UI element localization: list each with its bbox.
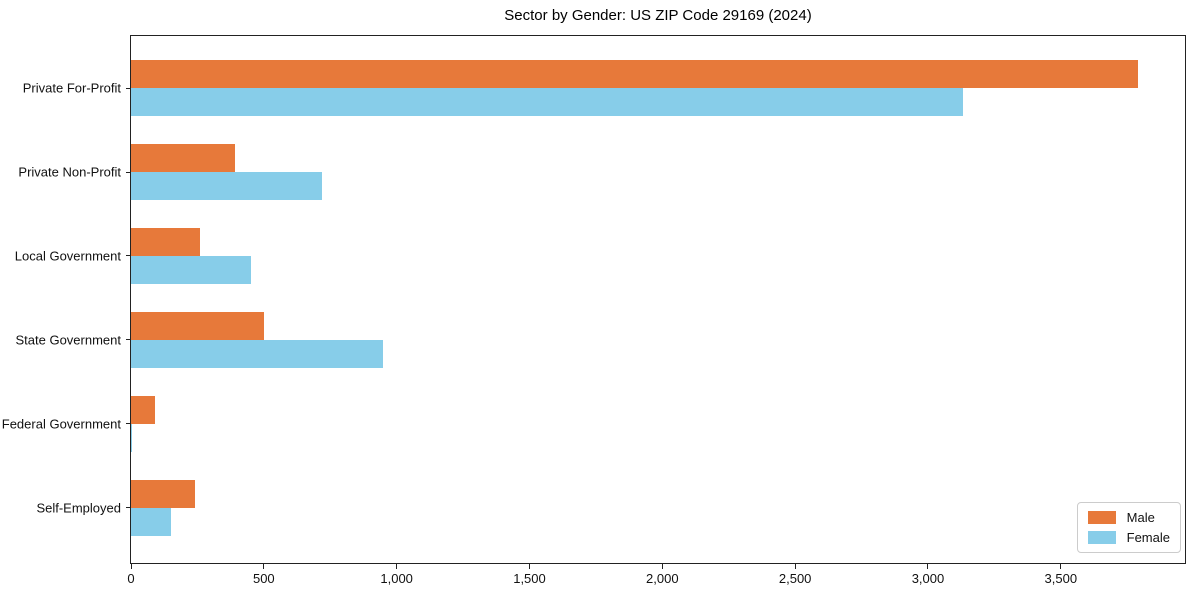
x-axis-tick-1500 — [528, 564, 530, 569]
bar-male-local-government — [131, 227, 201, 256]
y-axis-tick-state-government — [126, 339, 131, 341]
chart-title: Sector by Gender: US ZIP Code 29169 (202… — [504, 7, 812, 24]
bar-female-state-government — [131, 339, 384, 368]
legend-label-male: Male — [1126, 510, 1155, 525]
x-axis-tick-label-3500: 3,500 — [1044, 571, 1078, 586]
x-axis-tick-500 — [263, 564, 265, 569]
bar-male-private-non-profit — [131, 144, 235, 173]
x-axis-tick-1000 — [396, 564, 398, 569]
bar-male-federal-government — [131, 395, 155, 424]
x-axis-tick-2500 — [794, 564, 796, 569]
x-axis-tick-2000 — [661, 564, 663, 569]
y-axis-category-label-local-government: Local Government — [14, 248, 121, 264]
legend-item-male: Male — [1087, 510, 1170, 525]
bar-female-self-employed — [131, 507, 171, 536]
x-axis-tick-label-1000: 1,000 — [380, 571, 413, 586]
legend-swatch-male — [1087, 511, 1116, 524]
legend-swatch-female — [1087, 531, 1116, 544]
y-axis-tick-local-government — [126, 255, 131, 257]
y-axis-category-label-federal-government: Federal Government — [1, 416, 121, 432]
x-axis-tick-3000 — [927, 564, 929, 569]
x-axis-tick-3500 — [1060, 564, 1062, 569]
y-axis-category-label-state-government: State Government — [15, 332, 122, 348]
y-axis-category-label-private-for-profit: Private For-Profit — [22, 80, 121, 96]
bar-female-federal-government — [131, 423, 133, 452]
x-axis-tick-label-0: 0 — [127, 571, 135, 586]
bar-female-local-government — [131, 255, 251, 284]
bar-male-self-employed — [131, 479, 195, 508]
bar-female-private-non-profit — [131, 172, 323, 201]
x-axis-tick-0 — [130, 564, 132, 569]
x-axis-tick-label-1500: 1,500 — [513, 571, 546, 586]
legend-label-female: Female — [1126, 530, 1170, 545]
bar-female-private-for-profit — [131, 88, 963, 117]
bar-male-private-for-profit — [131, 60, 1138, 89]
plot-area: Male Female Private For-Profit Private No… — [2, 35, 1186, 586]
x-axis-tick-label-2500: 2,500 — [778, 571, 812, 586]
x-axis-tick-label-500: 500 — [252, 571, 275, 586]
y-axis-tick-private-for-profit — [126, 87, 131, 89]
legend-item-female: Female — [1087, 530, 1170, 545]
legend: Male Female — [1076, 502, 1181, 553]
bar-male-state-government — [131, 311, 264, 340]
y-axis-tick-self-employed — [126, 507, 131, 509]
y-axis-tick-private-non-profit — [126, 171, 131, 173]
x-axis-tick-label-2000: 2,000 — [646, 571, 679, 586]
y-axis-tick-federal-government — [126, 423, 131, 425]
x-axis-tick-label-3000: 3,000 — [911, 571, 945, 586]
y-axis-category-label-self-employed: Self-Employed — [36, 500, 121, 516]
y-axis-category-label-private-non-profit: Private Non-Profit — [18, 164, 121, 180]
